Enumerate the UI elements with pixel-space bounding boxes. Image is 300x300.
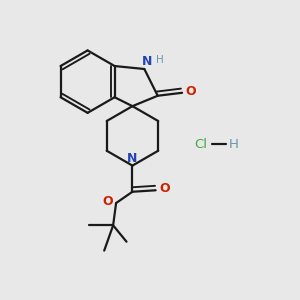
- Text: O: O: [159, 182, 170, 195]
- Text: N: N: [142, 55, 152, 68]
- Text: H: H: [228, 138, 238, 151]
- Text: H: H: [156, 55, 164, 65]
- Text: O: O: [185, 85, 196, 98]
- Text: N: N: [127, 152, 138, 165]
- Text: Cl: Cl: [194, 138, 207, 151]
- Text: O: O: [103, 195, 113, 208]
